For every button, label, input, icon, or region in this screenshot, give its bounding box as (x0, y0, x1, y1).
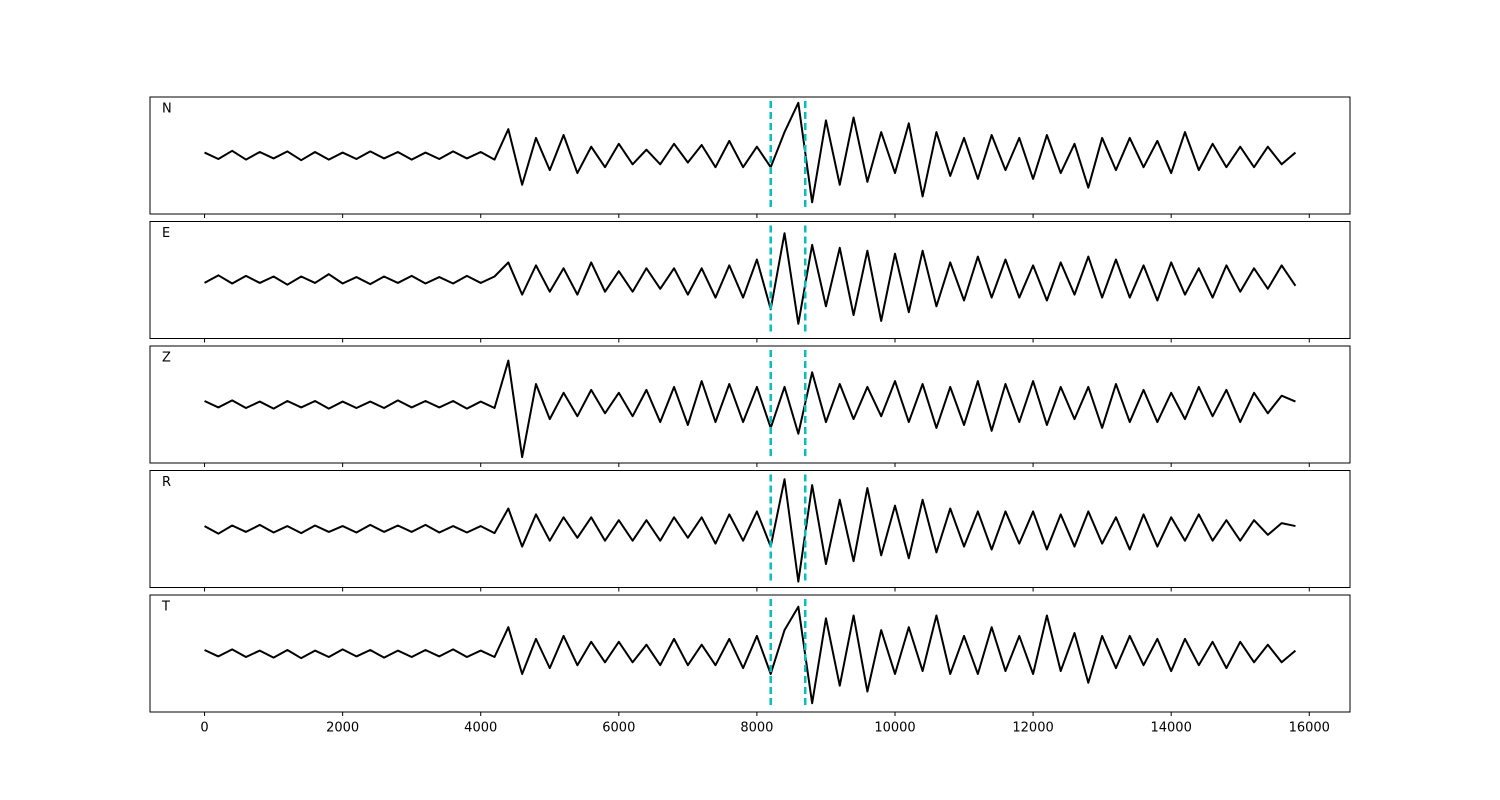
x-tick-label: 4000 (464, 721, 497, 736)
x-tick-label: 2000 (326, 721, 359, 736)
waveform (204, 101, 1297, 204)
waveform (204, 478, 1296, 583)
waveform (204, 605, 1297, 705)
x-tick-label: 6000 (602, 721, 635, 736)
x-tick-label: 16000 (1289, 721, 1330, 736)
x-tick-label: 12000 (1012, 721, 1053, 736)
x-tick-label: 8000 (740, 721, 773, 736)
panel-frame (149, 96, 1351, 215)
x-tick-label: 14000 (1150, 721, 1191, 736)
x-tick-label: 0 (200, 721, 208, 736)
panel-frame (149, 345, 1351, 464)
panel-label: R (162, 475, 171, 490)
waveform (204, 232, 1297, 325)
panel-frame (149, 594, 1351, 713)
panel-label: E (162, 226, 170, 241)
panel-label: T (161, 600, 170, 615)
panel-frame (149, 470, 1351, 588)
panel-label: Z (162, 351, 171, 366)
panel-label: N (162, 102, 172, 117)
waveform (204, 359, 1296, 459)
panel-frame (149, 221, 1351, 339)
x-tick-label: 10000 (874, 721, 915, 736)
